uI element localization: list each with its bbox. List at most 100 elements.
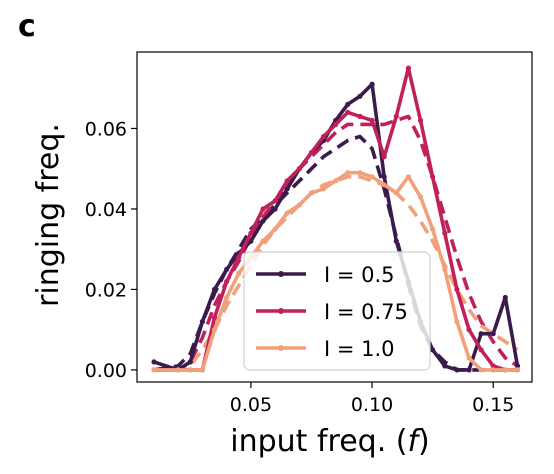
y-tick-label: 0.02 bbox=[85, 279, 127, 301]
x-axis-ticks: 0.05 0.10 0.15 bbox=[230, 382, 514, 416]
data-point bbox=[478, 331, 484, 337]
x-tick-label: 0.05 bbox=[230, 394, 272, 416]
series-layer bbox=[151, 65, 521, 373]
data-point bbox=[393, 113, 399, 119]
data-point bbox=[175, 367, 181, 373]
data-point bbox=[199, 319, 205, 325]
data-point bbox=[333, 121, 339, 127]
data-point bbox=[321, 133, 327, 140]
data-point bbox=[272, 206, 278, 212]
data-point bbox=[224, 266, 230, 272]
data-point bbox=[296, 166, 302, 172]
data-point bbox=[224, 294, 230, 301]
legend-label: I = 0.5 bbox=[324, 263, 395, 287]
data-point bbox=[381, 154, 387, 160]
data-point bbox=[430, 347, 436, 353]
data-point bbox=[308, 150, 315, 156]
legend-label: I = 1.0 bbox=[324, 337, 395, 361]
data-point bbox=[381, 182, 387, 188]
y-tick-label: 0.06 bbox=[85, 118, 127, 140]
legend-box bbox=[243, 251, 431, 371]
data-point bbox=[454, 367, 460, 373]
data-point bbox=[369, 174, 375, 180]
data-point bbox=[211, 327, 218, 333]
x-axis-label: input freq. (f) bbox=[230, 424, 430, 459]
data-point bbox=[514, 367, 521, 373]
data-point bbox=[272, 226, 278, 232]
x-tick-label: 0.15 bbox=[472, 394, 514, 416]
data-point bbox=[405, 174, 411, 180]
data-point bbox=[151, 367, 157, 373]
data-point bbox=[490, 367, 496, 373]
data-point bbox=[490, 331, 496, 337]
y-tick-label: 0.04 bbox=[85, 199, 127, 221]
y-axis-label: ringing freq. bbox=[31, 123, 66, 307]
data-point bbox=[405, 65, 411, 71]
data-point bbox=[284, 210, 290, 216]
data-point bbox=[272, 198, 278, 204]
y-tick-label: 0.00 bbox=[85, 360, 127, 382]
data-point bbox=[502, 367, 508, 373]
data-point bbox=[393, 190, 399, 196]
x-tick-label: 0.10 bbox=[351, 394, 393, 416]
legend-marker bbox=[278, 308, 284, 314]
data-point bbox=[345, 170, 351, 176]
data-point bbox=[151, 359, 157, 365]
data-point bbox=[381, 174, 387, 180]
data-point bbox=[417, 194, 424, 200]
data-point bbox=[478, 347, 484, 353]
data-point bbox=[357, 170, 363, 176]
data-point bbox=[369, 117, 375, 123]
data-point bbox=[466, 367, 472, 373]
data-point bbox=[442, 266, 448, 272]
legend: I = 0.5 I = 0.75 I = 1.0 bbox=[243, 251, 431, 371]
data-point bbox=[417, 117, 424, 123]
data-point bbox=[187, 367, 193, 373]
plot-frame bbox=[136, 51, 533, 383]
data-point bbox=[357, 93, 363, 99]
data-point bbox=[248, 238, 254, 244]
data-point bbox=[284, 178, 290, 184]
data-point bbox=[224, 278, 230, 284]
panel-label: c bbox=[18, 9, 36, 44]
data-point bbox=[514, 363, 521, 369]
data-point bbox=[284, 186, 290, 192]
data-point bbox=[199, 367, 205, 373]
data-point bbox=[211, 286, 218, 292]
series-line-1 bbox=[154, 66, 518, 372]
data-point bbox=[187, 359, 193, 365]
data-point bbox=[478, 367, 484, 373]
data-point bbox=[454, 319, 460, 325]
data-point bbox=[236, 254, 242, 260]
data-point bbox=[236, 270, 242, 276]
data-point bbox=[211, 315, 218, 321]
data-point bbox=[260, 238, 266, 244]
data-point bbox=[466, 327, 472, 333]
data-point bbox=[393, 238, 399, 244]
data-point bbox=[442, 230, 448, 236]
data-point bbox=[357, 113, 363, 119]
data-point bbox=[296, 202, 302, 208]
data-point bbox=[490, 363, 496, 369]
legend-marker bbox=[278, 271, 284, 277]
legend-marker bbox=[278, 345, 284, 351]
data-point bbox=[369, 81, 375, 87]
data-point bbox=[430, 226, 436, 232]
data-point bbox=[321, 186, 327, 192]
data-point bbox=[260, 206, 266, 212]
data-point bbox=[308, 190, 315, 196]
data-point bbox=[345, 109, 351, 115]
data-point bbox=[502, 294, 508, 301]
data-point bbox=[248, 230, 254, 236]
data-point bbox=[333, 178, 339, 184]
series-line-2 bbox=[154, 170, 518, 372]
y-axis-ticks: 0.00 0.02 0.04 0.06 bbox=[85, 118, 137, 382]
data-point bbox=[466, 355, 472, 361]
data-point bbox=[442, 363, 448, 369]
data-point bbox=[430, 174, 436, 180]
data-point bbox=[260, 218, 266, 224]
data-point bbox=[454, 286, 460, 292]
data-point bbox=[345, 101, 351, 107]
legend-label: I = 0.75 bbox=[324, 300, 408, 324]
